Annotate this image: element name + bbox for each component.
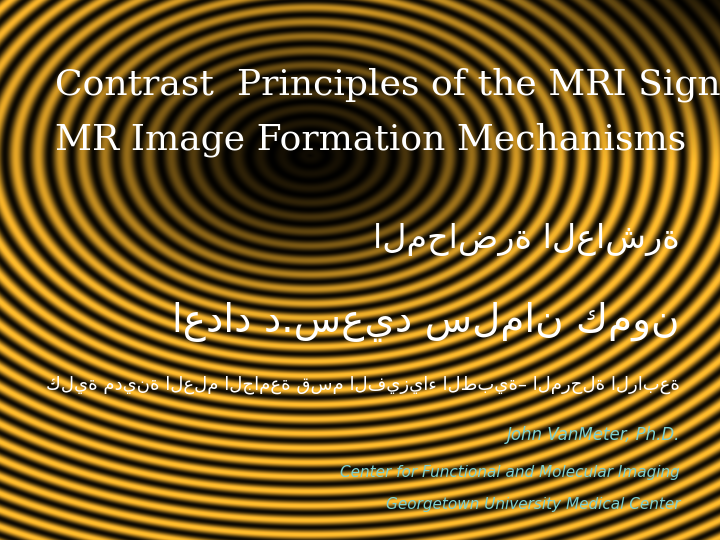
Text: كلية مدينة العلم الجامعة قسم الفيزياء الطبية– المرحلة الرابعة: كلية مدينة العلم الجامعة قسم الفيزياء ال… bbox=[46, 376, 680, 394]
Text: المحاضرة العاشرة: المحاضرة العاشرة bbox=[373, 224, 680, 256]
Text: اعداد د.سعيد سلمان كمون: اعداد د.سعيد سلمان كمون bbox=[173, 302, 680, 342]
Text: Center for Functional and Molecular Imaging: Center for Functional and Molecular Imag… bbox=[341, 464, 680, 480]
Text: Contrast  Principles of the MRI Signal: Contrast Principles of the MRI Signal bbox=[55, 68, 720, 102]
Text: MR Image Formation Mechanisms: MR Image Formation Mechanisms bbox=[55, 123, 686, 157]
Text: John VanMeter, Ph.D.: John VanMeter, Ph.D. bbox=[507, 426, 680, 444]
Text: Georgetown University Medical Center: Georgetown University Medical Center bbox=[385, 497, 680, 512]
